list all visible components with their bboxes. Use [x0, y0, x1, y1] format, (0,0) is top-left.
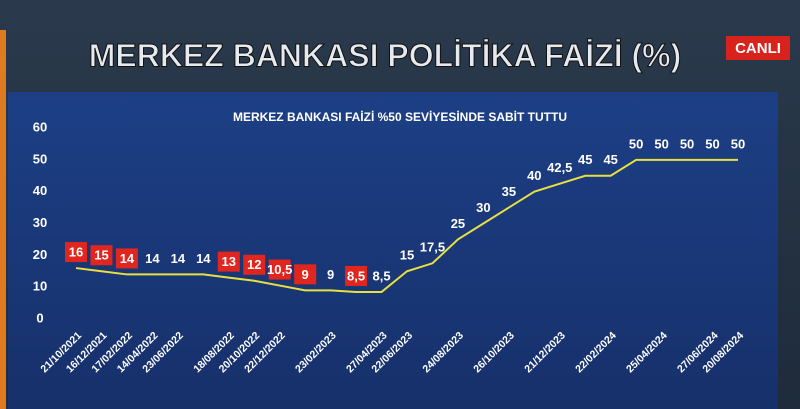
y-tick-label: 20	[33, 247, 47, 262]
value-label: 14	[171, 251, 186, 266]
value-label: 9	[327, 267, 334, 282]
value-label: 8,5	[347, 268, 365, 283]
value-label-box	[243, 254, 266, 275]
value-label: 50	[654, 136, 668, 151]
value-label: 9	[302, 267, 309, 282]
value-label: 15	[94, 248, 108, 263]
value-label: 40	[527, 168, 541, 183]
value-label-box	[65, 242, 87, 263]
accent-stripe	[0, 30, 6, 409]
value-label: 16	[69, 245, 83, 260]
value-label-box	[90, 245, 113, 266]
value-label-box	[294, 264, 317, 285]
live-badge	[726, 36, 790, 60]
value-label: 14	[120, 251, 135, 266]
y-tick-label: 60	[33, 119, 47, 134]
value-label: 45	[578, 152, 592, 167]
y-tick-label: 40	[33, 183, 47, 198]
y-tick-label: 50	[33, 151, 47, 166]
value-label: 50	[705, 136, 719, 151]
value-label-box	[345, 265, 368, 286]
value-label: 25	[451, 216, 465, 231]
value-label: 50	[629, 136, 643, 151]
chart-subtitle: MERKEZ BANKASI FAİZİ %50 SEVİYESİNDE SAB…	[233, 109, 567, 124]
value-label: 10,5	[267, 262, 292, 277]
value-label: 17,5	[420, 240, 445, 255]
value-label-box	[268, 259, 291, 280]
y-tick-label: 10	[33, 279, 47, 294]
y-tick-label: 30	[33, 215, 47, 230]
value-label-box	[217, 251, 240, 272]
value-label: 50	[731, 136, 745, 151]
value-label: 14	[145, 251, 160, 266]
value-label: 14	[196, 251, 211, 266]
value-label: 50	[680, 136, 694, 151]
y-tick-label: 0	[36, 310, 43, 325]
value-label: 42,5	[547, 160, 572, 175]
value-label-box	[115, 248, 138, 269]
value-label: 13	[222, 254, 236, 269]
chart-title: MERKEZ BANKASI POLİTİKA FAİZİ (%)	[89, 37, 682, 73]
value-label: 35	[502, 184, 516, 199]
live-badge-text: CANLI	[735, 40, 781, 57]
value-label: 15	[400, 248, 414, 263]
value-label: 45	[603, 152, 617, 167]
line	[75, 158, 738, 293]
value-label: 30	[476, 200, 490, 215]
value-label: 8,5	[372, 268, 390, 283]
value-label: 12	[247, 257, 261, 272]
